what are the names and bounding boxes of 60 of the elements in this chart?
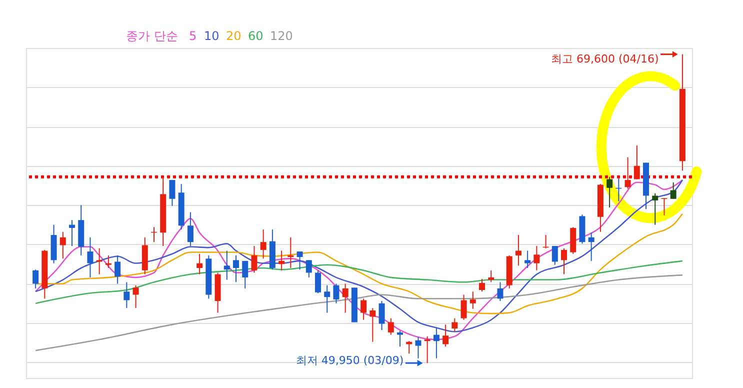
candlestick	[242, 260, 248, 289]
candlestick	[624, 156, 631, 190]
candlestick	[124, 282, 130, 309]
candlestick	[169, 180, 176, 206]
candlestick	[196, 253, 203, 275]
annotation: 최고 69,600 (04/16)	[550, 52, 659, 66]
candlestick	[470, 291, 476, 310]
candlestick	[479, 278, 485, 292]
candlestick	[424, 336, 430, 364]
candlestick	[60, 231, 66, 260]
candlestick	[342, 283, 348, 314]
candlestick	[132, 284, 139, 309]
candlestick	[378, 300, 385, 331]
candlestick	[296, 251, 303, 270]
candlestick	[652, 192, 658, 226]
candlestick	[524, 250, 531, 268]
candlestick	[488, 270, 494, 283]
candlestick	[114, 254, 121, 284]
candlestick	[187, 212, 194, 246]
candlestick	[634, 144, 640, 180]
candlestick	[96, 248, 102, 275]
candlestick	[552, 246, 558, 266]
candlestick	[360, 298, 367, 320]
candlestick	[433, 327, 440, 359]
candlestick	[260, 229, 266, 260]
candlestick	[534, 246, 540, 271]
annotation: 최저 49,950 (03/09)	[296, 354, 404, 368]
candlestick	[69, 220, 75, 246]
candlestick	[415, 336, 422, 359]
candlestick	[442, 324, 449, 348]
legend-title: 종가 단순	[126, 29, 178, 43]
candlestick	[87, 236, 94, 278]
candlestick	[670, 182, 676, 200]
text: 120	[270, 29, 293, 43]
text: 10	[204, 29, 220, 43]
candlestick	[452, 318, 458, 332]
candlestick	[278, 250, 285, 271]
text: 60	[248, 29, 264, 43]
candlestick	[661, 198, 668, 216]
candlestick	[370, 308, 376, 342]
candlestick	[306, 260, 312, 278]
candlestick	[460, 294, 467, 320]
candlestick	[515, 234, 522, 266]
candlestick	[105, 254, 112, 268]
candlestick	[233, 254, 239, 283]
candlestick	[251, 246, 258, 274]
candlestick	[324, 284, 330, 314]
candlestick	[333, 283, 340, 304]
text: 5	[189, 29, 197, 43]
candlestick	[224, 250, 230, 280]
candlestick	[388, 318, 394, 336]
candlestick	[315, 270, 321, 294]
text: 20	[226, 29, 242, 43]
candlestick	[606, 176, 613, 208]
candlestick	[497, 282, 504, 302]
candlestick	[561, 248, 567, 275]
candlestick	[288, 236, 294, 268]
candlestick	[588, 232, 594, 262]
candlestick	[397, 330, 403, 348]
candlestick	[32, 269, 39, 289]
